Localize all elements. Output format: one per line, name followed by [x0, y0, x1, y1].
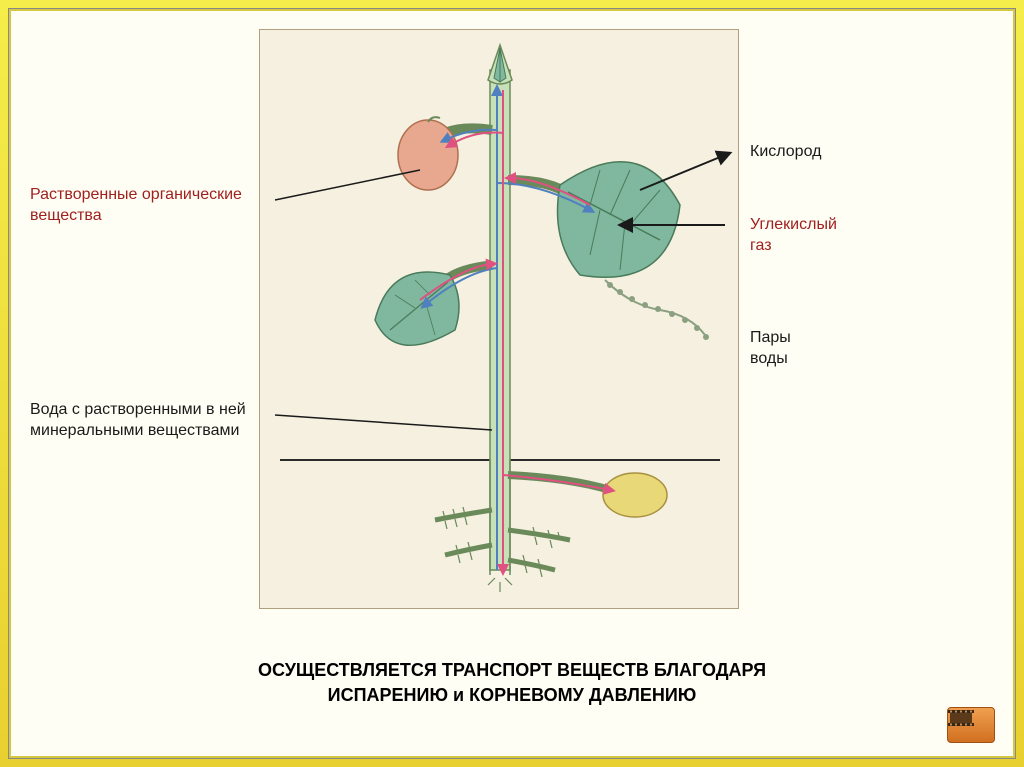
caption-line1: ОСУЩЕСТВЛЯЕТСЯ ТРАНСПОРТ ВЕЩЕСТВ БЛАГОДА…	[112, 658, 912, 683]
film-icon	[948, 708, 974, 728]
next-slide-button[interactable]	[947, 707, 995, 743]
label-vapor-text: Пары воды	[750, 329, 791, 367]
plant-svg	[260, 30, 740, 610]
label-co2-text: Углекислый газ	[750, 216, 837, 254]
caption: ОСУЩЕСТВЛЯЕТСЯ ТРАНСПОРТ ВЕЩЕСТВ БЛАГОДА…	[112, 658, 912, 708]
label-water-minerals-text: Вода с растворенными в ней минеральными …	[30, 401, 246, 439]
plant-diagram: Растворенные органические вещества Вода …	[259, 29, 739, 609]
label-vapor: Пары воды	[750, 328, 791, 370]
label-organic: Растворенные органические вещества	[30, 185, 255, 227]
label-water-minerals: Вода с растворенными в ней минеральными …	[30, 400, 255, 442]
label-organic-text: Растворенные органические вещества	[30, 186, 242, 224]
label-co2: Углекислый газ	[750, 215, 837, 257]
slide-frame: Растворенные органические вещества Вода …	[8, 8, 1016, 759]
caption-line2: ИСПАРЕНИЮ и КОРНЕВОМУ ДАВЛЕНИЮ	[112, 683, 912, 708]
label-oxygen: Кислород	[750, 142, 821, 163]
label-oxygen-text: Кислород	[750, 143, 821, 160]
